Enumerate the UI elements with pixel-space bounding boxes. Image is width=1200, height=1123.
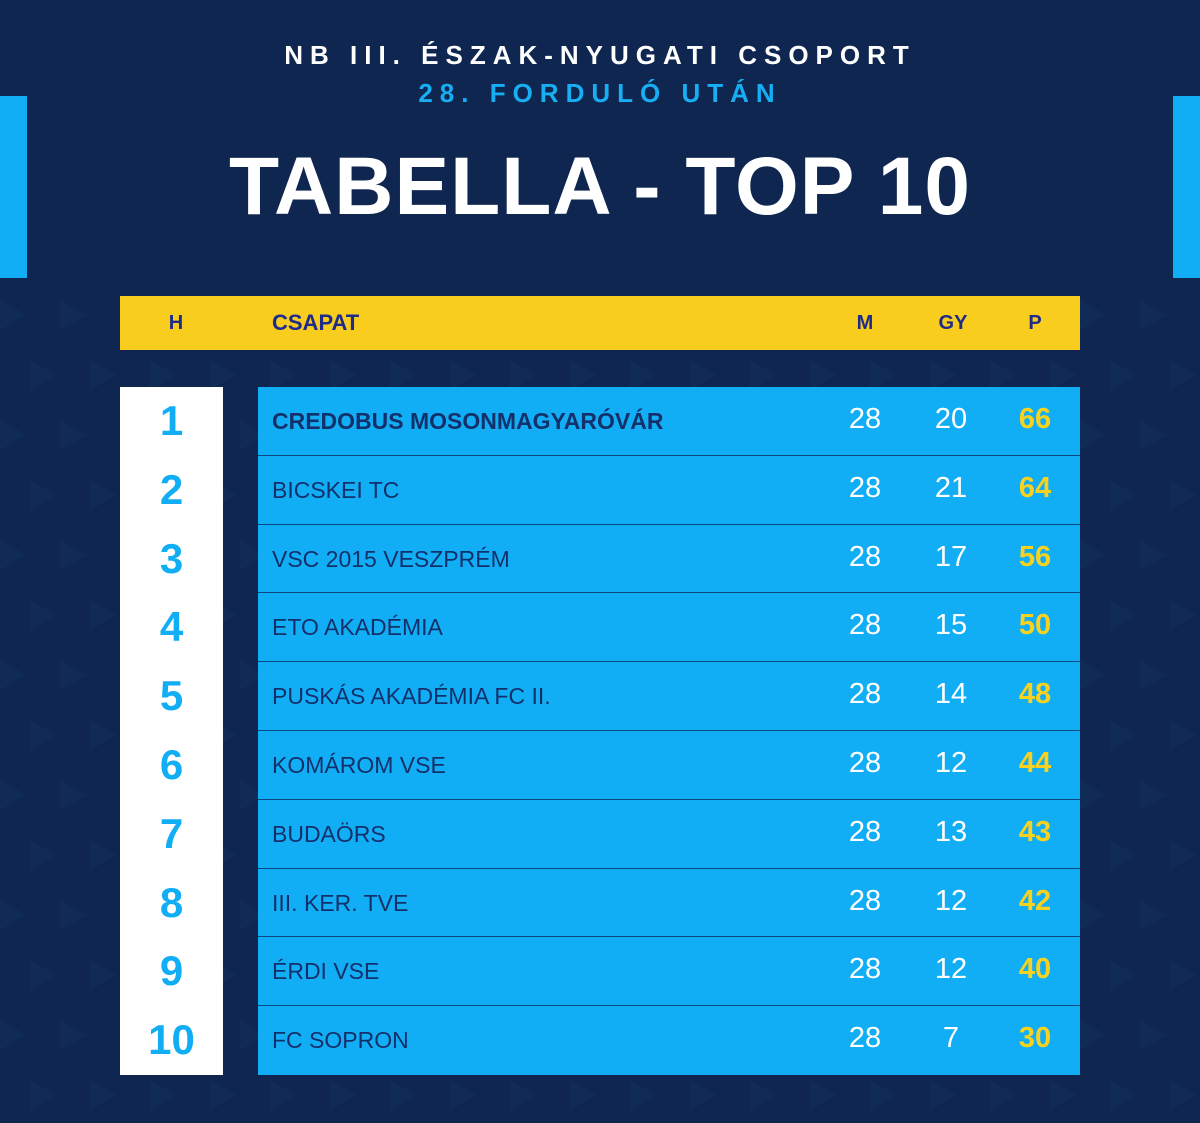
position-number: 10	[148, 1016, 195, 1064]
matches-played: 28	[848, 884, 882, 917]
round-label: 28. FORDULÓ UTÁN	[418, 78, 782, 108]
table-row: ETO AKADÉMIA 28 15 50	[258, 593, 1080, 663]
position-number: 5	[159, 672, 184, 720]
column-header-points: P	[1028, 312, 1042, 334]
standings-table: CREDOBUS MOSONMAGYARÓVÁR 28 20 66 BICSKE…	[258, 387, 1080, 1075]
wins: 13	[934, 815, 968, 848]
table-row: III. KER. TVE 28 12 42	[258, 869, 1080, 938]
league-subtitle: NB III. ÉSZAK-NYUGATI CSOPORT	[284, 40, 916, 70]
matches-played: 28	[848, 1022, 882, 1055]
matches-played: 28	[848, 678, 882, 711]
matches-played: 28	[848, 747, 882, 779]
column-header-matches: M	[856, 312, 874, 334]
points: 30	[1018, 1022, 1052, 1055]
position-number: 2	[159, 465, 184, 513]
wins: 7	[942, 1022, 960, 1055]
matches-played: 28	[848, 609, 882, 642]
points: 43	[1018, 815, 1052, 848]
wins: 12	[934, 953, 968, 986]
position-number: 9	[159, 947, 184, 995]
table-row: VSC 2015 VESZPRÉM 28 17 56	[258, 525, 1080, 594]
matches-played: 28	[848, 815, 882, 848]
points: 48	[1018, 678, 1052, 711]
left-accent-bar	[0, 96, 27, 278]
table-row: CREDOBUS MOSONMAGYARÓVÁR 28 20 66	[258, 387, 1080, 456]
position-number: 8	[159, 878, 184, 926]
points: 66	[1018, 403, 1052, 435]
table-row: BICSKEI TC 28 21 64	[258, 456, 1080, 525]
points: 42	[1018, 884, 1052, 917]
wins: 20	[934, 403, 968, 435]
team-name: VSC 2015 VESZPRÉM	[272, 545, 510, 572]
column-header-wins: GY	[938, 312, 968, 334]
wins: 17	[934, 540, 968, 573]
table-row: FC SOPRON 28 7 30	[258, 1006, 1080, 1075]
position-number: 1	[159, 397, 184, 444]
wins: 21	[934, 471, 968, 504]
team-name: BICSKEI TC	[272, 476, 400, 503]
matches-played: 28	[848, 540, 882, 573]
right-accent-bar	[1173, 96, 1200, 278]
team-name: III. KER. TVE	[272, 889, 409, 916]
points: 50	[1018, 609, 1052, 642]
table-row: ÉRDI VSE 28 12 40	[258, 937, 1080, 1007]
position-column: 1 2 3 4 5 6 7 8 9 10	[120, 387, 223, 1075]
team-name: ÉRDI VSE	[272, 958, 380, 985]
wins: 15	[934, 609, 968, 642]
wins: 12	[934, 884, 968, 917]
team-name: BUDAÖRS	[272, 820, 386, 847]
page-title: TABELLA - TOP 10	[229, 141, 971, 232]
points: 56	[1018, 540, 1052, 573]
position-number: 4	[159, 603, 184, 651]
team-name: PUSKÁS AKADÉMIA FC II.	[272, 683, 551, 710]
team-name: CREDOBUS MOSONMAGYARÓVÁR	[272, 408, 664, 434]
wins: 14	[934, 678, 968, 711]
position-number: 6	[159, 741, 184, 788]
position-number: 7	[159, 809, 184, 857]
team-name: ETO AKADÉMIA	[272, 614, 443, 641]
points: 64	[1018, 471, 1052, 504]
matches-played: 28	[848, 953, 882, 986]
table-row: KOMÁROM VSE 28 12 44	[258, 731, 1080, 800]
team-name: FC SOPRON	[272, 1027, 409, 1054]
team-name: KOMÁROM VSE	[272, 752, 446, 778]
position-number: 3	[159, 534, 184, 582]
table-header: H CSAPAT M GY P	[120, 296, 1080, 350]
column-header-position: H	[168, 312, 184, 334]
matches-played: 28	[848, 471, 882, 504]
points: 44	[1018, 747, 1052, 779]
table-row: BUDAÖRS 28 13 43	[258, 800, 1080, 869]
matches-played: 28	[848, 403, 882, 435]
points: 40	[1018, 953, 1052, 986]
column-header-team: CSAPAT	[272, 310, 360, 335]
wins: 12	[934, 747, 968, 779]
table-row: PUSKÁS AKADÉMIA FC II. 28 14 48	[258, 662, 1080, 731]
